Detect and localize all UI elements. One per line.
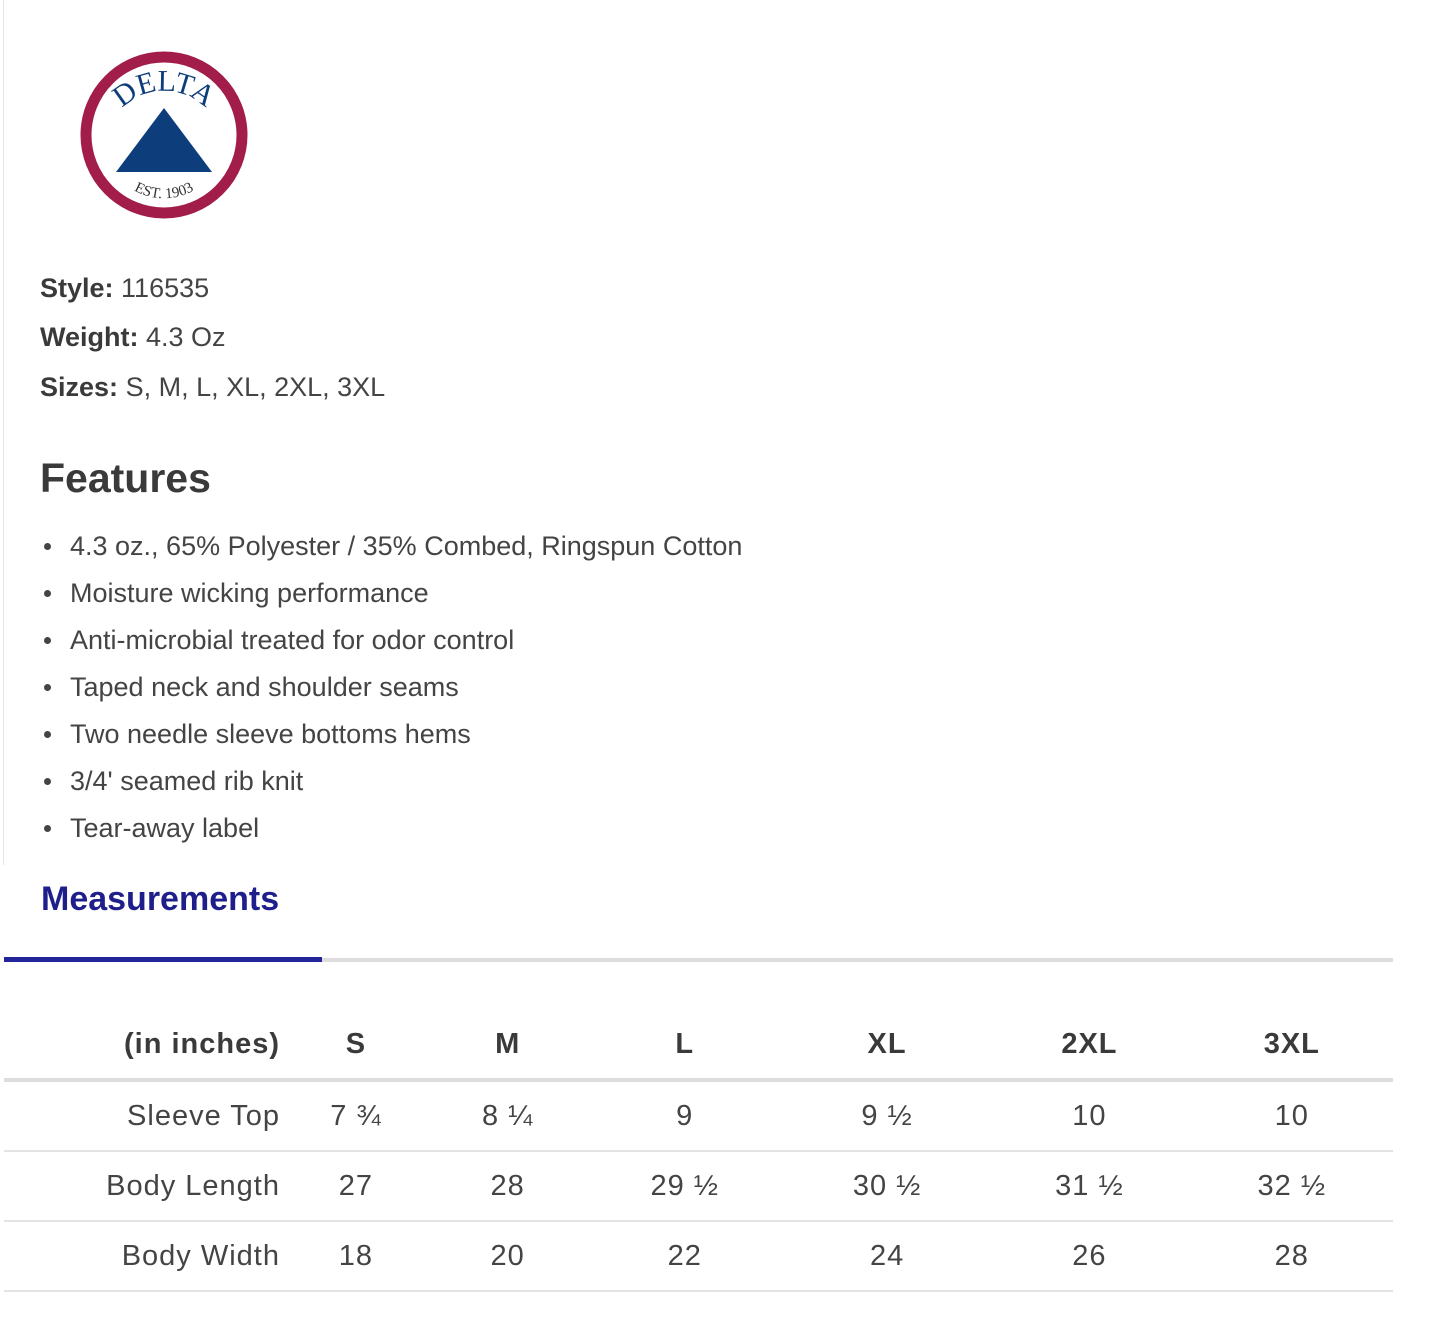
table-cell: 8 ¼ xyxy=(431,1080,584,1152)
delta-logo: DELTA EST. 1903 xyxy=(80,51,248,219)
header-cell: L xyxy=(583,1010,786,1082)
table-cell: 22 xyxy=(583,1221,786,1292)
measurements-table: (in inches) S M L XL 2XL 3XL Sleeve Top 7… xyxy=(4,1010,1393,1292)
spec-sizes: Sizes: S, M, L, XL, 2XL, 3XL xyxy=(40,372,386,402)
spec-weight: Weight: 4.3 Oz xyxy=(40,322,226,352)
table-cell: 32 ½ xyxy=(1190,1151,1393,1222)
feature-item: Tear-away label xyxy=(40,807,742,854)
active-tab-indicator xyxy=(4,957,322,962)
feature-item: 4.3 oz., 65% Polyester / 35% Combed, Rin… xyxy=(40,525,742,572)
tab-underline xyxy=(4,957,1393,962)
header-cell: S xyxy=(280,1010,432,1082)
feature-item: 3/4' seamed rib knit xyxy=(40,760,742,807)
left-border xyxy=(3,0,4,865)
row-label: Sleeve Top xyxy=(4,1080,280,1152)
table-cell: 10 xyxy=(1190,1080,1393,1152)
features-heading: Features xyxy=(40,455,211,501)
table-cell: 31 ½ xyxy=(988,1151,1191,1222)
table-cell: 26 xyxy=(988,1221,1191,1292)
header-cell: XL xyxy=(785,1010,989,1082)
table-cell: 18 xyxy=(280,1221,432,1292)
table-row: Body Width 18 20 22 24 26 28 xyxy=(4,1221,1393,1292)
header-cell: 2XL xyxy=(988,1010,1191,1082)
header-cell: 3XL xyxy=(1190,1010,1393,1082)
table-cell: 24 xyxy=(785,1221,989,1292)
table-cell: 28 xyxy=(431,1151,584,1222)
table-cell: 7 ¾ xyxy=(280,1080,432,1152)
features-list: 4.3 oz., 65% Polyester / 35% Combed, Rin… xyxy=(40,525,742,854)
table-cell: 9 xyxy=(583,1080,786,1152)
svg-text:EST. 1903: EST. 1903 xyxy=(132,180,196,203)
table-header-row: (in inches) S M L XL 2XL 3XL xyxy=(4,1010,1393,1082)
header-cell: (in inches) xyxy=(4,1010,280,1082)
table-row: Body Length 27 28 29 ½ 30 ½ 31 ½ 32 ½ xyxy=(4,1151,1393,1222)
table-cell: 10 xyxy=(988,1080,1191,1152)
feature-item: Taped neck and shoulder seams xyxy=(40,666,742,713)
table-cell: 28 xyxy=(1190,1221,1393,1292)
row-label: Body Width xyxy=(4,1221,280,1292)
table-cell: 9 ½ xyxy=(785,1080,989,1152)
feature-item: Two needle sleeve bottoms hems xyxy=(40,713,742,760)
tab-measurements[interactable]: Measurements xyxy=(41,880,280,918)
table-cell: 30 ½ xyxy=(785,1151,989,1222)
feature-item: Anti-microbial treated for odor control xyxy=(40,619,742,666)
header-cell: M xyxy=(431,1010,584,1082)
table-cell: 27 xyxy=(280,1151,432,1222)
table-cell: 20 xyxy=(431,1221,584,1292)
row-label: Body Length xyxy=(4,1151,280,1222)
table-cell: 29 ½ xyxy=(583,1151,786,1222)
feature-item: Moisture wicking performance xyxy=(40,572,742,619)
spec-style: Style: 116535 xyxy=(40,273,210,303)
